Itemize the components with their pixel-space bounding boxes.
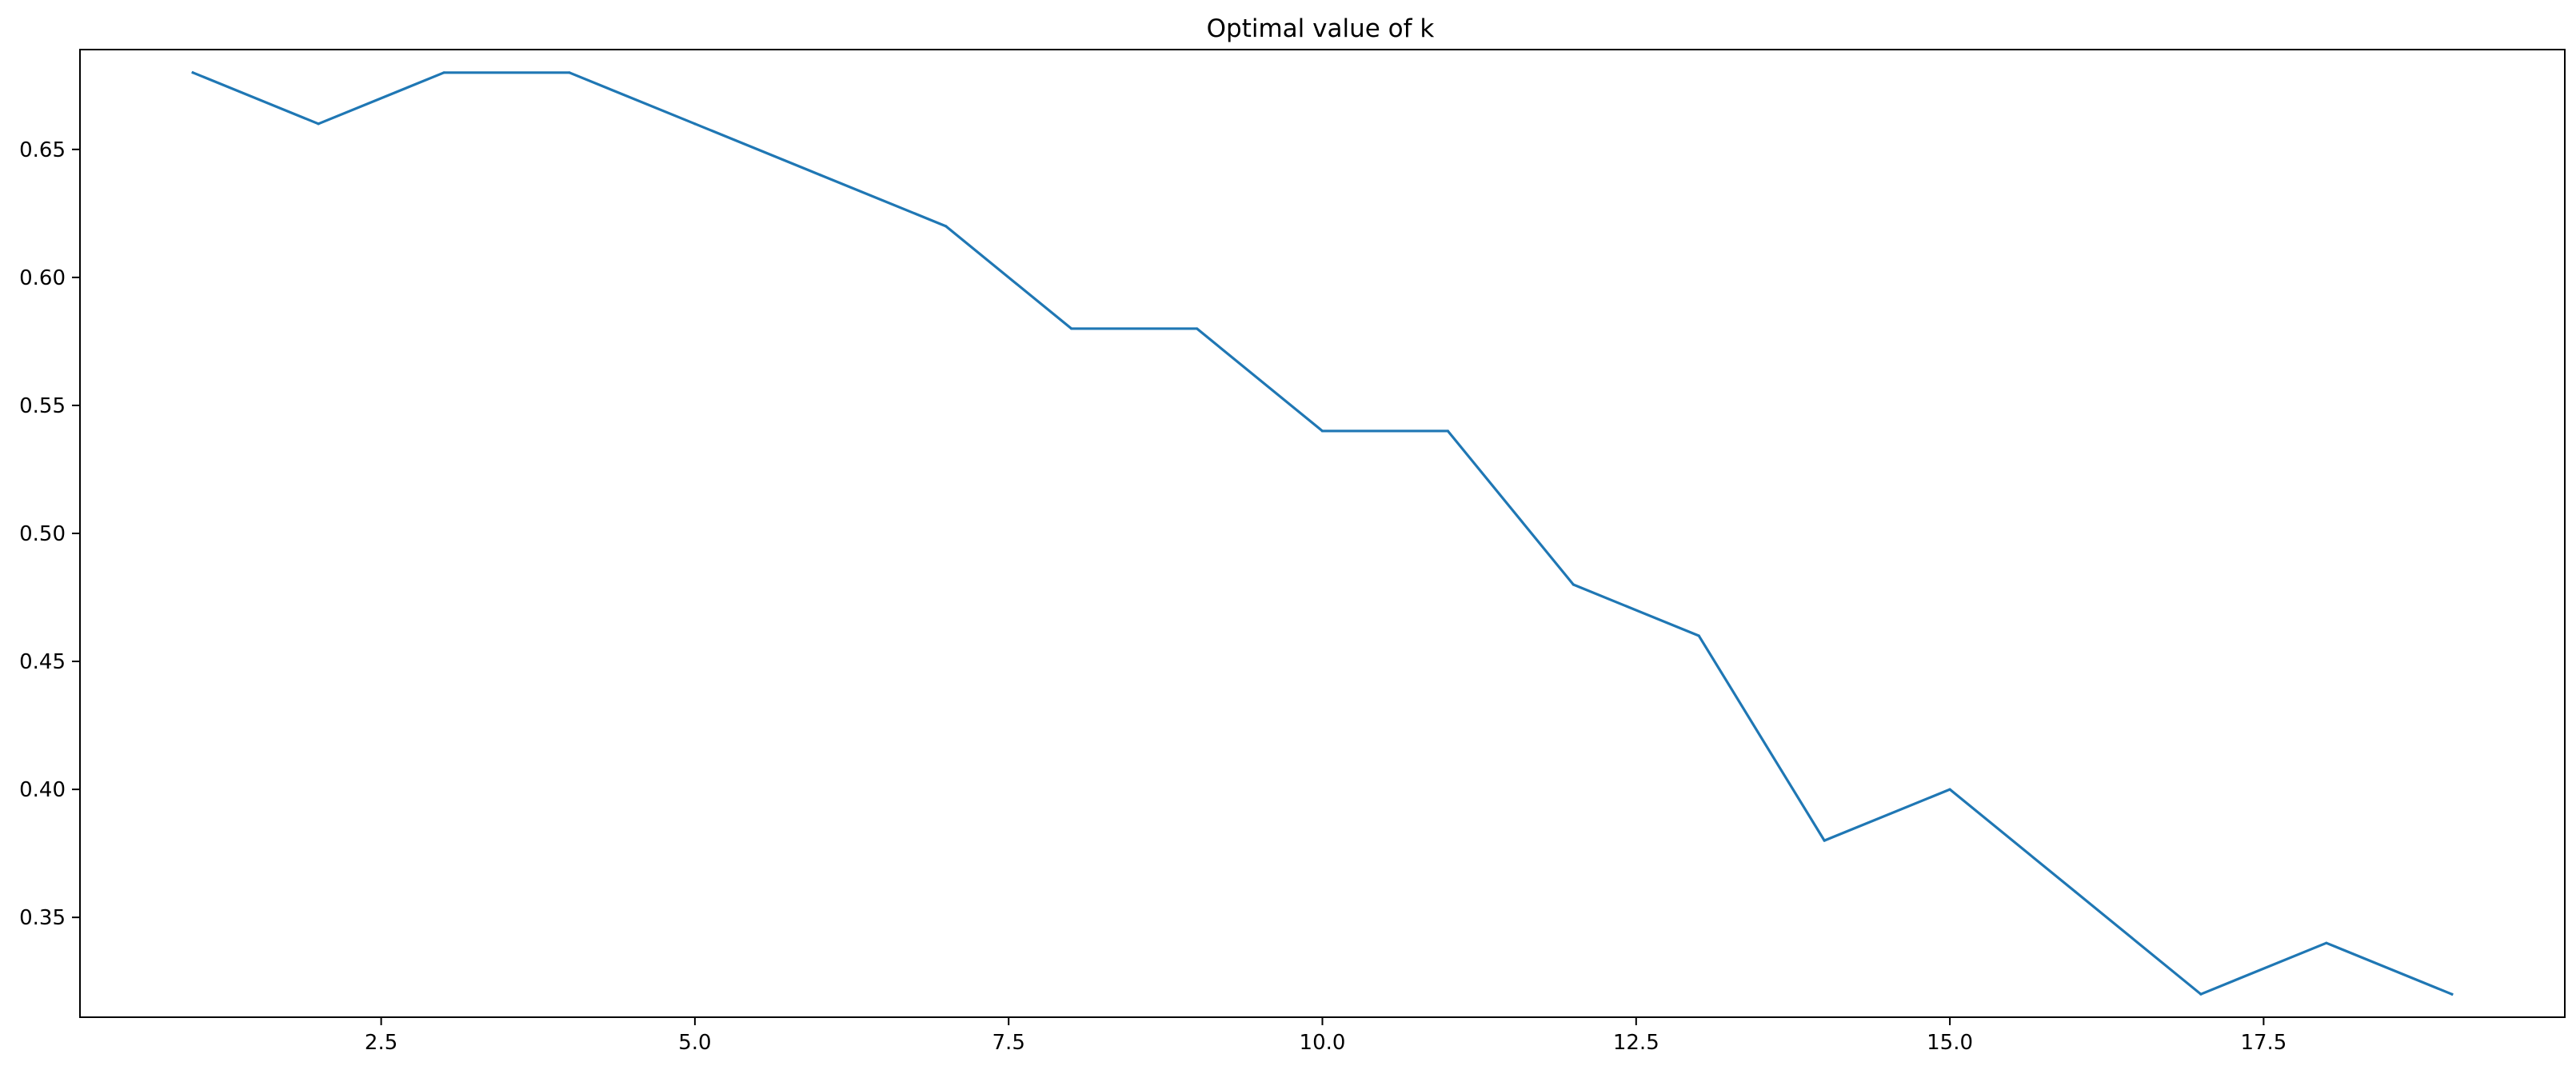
data-point	[1823, 839, 1826, 842]
data-point	[1195, 327, 1199, 330]
y-tick-label: 0.60	[19, 266, 66, 290]
data-point	[1697, 634, 1700, 637]
data-point	[2199, 992, 2203, 996]
x-tick-label: 5.0	[678, 1031, 711, 1055]
x-tick-label: 7.5	[992, 1031, 1025, 1055]
x-tick-label: 17.5	[2240, 1031, 2286, 1055]
y-axis: 0.35 0.40 0.45 0.50 0.55 0.60 0.65	[19, 138, 80, 930]
data-point	[2325, 941, 2328, 944]
x-tick-label: 2.5	[365, 1031, 397, 1055]
data-point	[568, 71, 571, 74]
data-point	[1320, 429, 1324, 433]
data-point	[2450, 992, 2454, 996]
y-tick-label: 0.45	[19, 650, 66, 674]
data-point	[1070, 327, 1073, 330]
plot-frame	[79, 49, 2566, 1018]
data-point	[945, 225, 948, 228]
y-tick-label: 0.40	[19, 778, 66, 802]
data-point	[1572, 583, 1575, 586]
data-point	[317, 122, 320, 126]
x-tick-label: 15.0	[1927, 1031, 1973, 1055]
data-point	[693, 122, 697, 126]
y-tick-label: 0.35	[19, 906, 66, 930]
data-point	[191, 71, 194, 74]
y-tick-label: 0.50	[19, 522, 66, 546]
x-tick-label: 12.5	[1613, 1031, 1659, 1055]
data-point	[2074, 890, 2077, 893]
x-tick-label: 10.0	[1300, 1031, 1346, 1055]
plot-series	[191, 70, 2454, 996]
x-axis: 2.5 5.0 7.5 10.0 12.5 15.0 17.5	[365, 1017, 2286, 1055]
data-point	[1446, 429, 1450, 433]
y-tick-label: 0.65	[19, 138, 66, 162]
data-point	[1948, 788, 1951, 791]
data-point	[819, 174, 822, 177]
data-point	[442, 71, 445, 74]
chart-title: Optimal value of k	[1207, 14, 1435, 43]
y-tick-label: 0.55	[19, 394, 66, 418]
